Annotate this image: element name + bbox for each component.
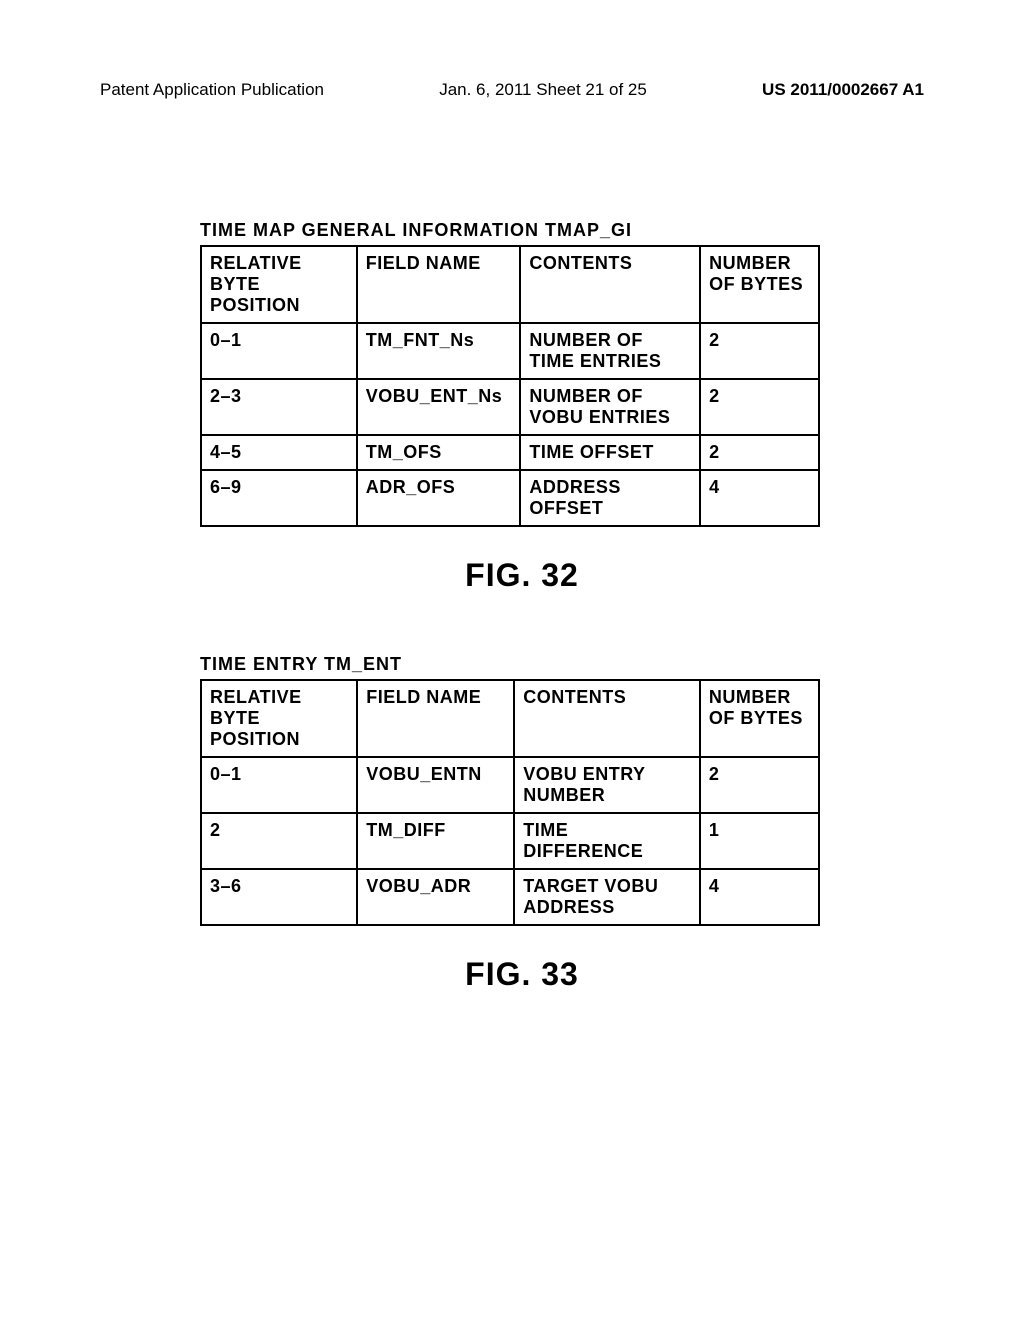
- col-header-contents: CONTENTS: [520, 246, 700, 323]
- header-publication: Patent Application Publication: [100, 80, 324, 100]
- col-header-bytes: NUMBER OF BYTES: [700, 680, 819, 757]
- table2-title: TIME ENTRY TM_ENT: [200, 654, 844, 675]
- cell-fieldname: TM_OFS: [357, 435, 521, 470]
- table-header-row: RELATIVE BYTE POSITION FIELD NAME CONTEN…: [201, 680, 819, 757]
- table-row: 6–9 ADR_OFS ADDRESS OFFSET 4: [201, 470, 819, 526]
- cell-bytes: 2: [700, 435, 819, 470]
- cell-bytes: 2: [700, 379, 819, 435]
- page-header: Patent Application Publication Jan. 6, 2…: [100, 80, 924, 100]
- header-patent-number: US 2011/0002667 A1: [762, 80, 924, 100]
- cell-contents: ADDRESS OFFSET: [520, 470, 700, 526]
- table-row: 2–3 VOBU_ENT_Ns NUMBER OF VOBU ENTRIES 2: [201, 379, 819, 435]
- table-row: 0–1 TM_FNT_Ns NUMBER OF TIME ENTRIES 2: [201, 323, 819, 379]
- table-row: 3–6 VOBU_ADR TARGET VOBU ADDRESS 4: [201, 869, 819, 925]
- cell-fieldname: VOBU_ADR: [357, 869, 514, 925]
- col-header-position: RELATIVE BYTE POSITION: [201, 246, 357, 323]
- cell-contents: NUMBER OF VOBU ENTRIES: [520, 379, 700, 435]
- table-tm-ent: RELATIVE BYTE POSITION FIELD NAME CONTEN…: [200, 679, 820, 926]
- cell-fieldname: VOBU_ENTN: [357, 757, 514, 813]
- cell-contents: VOBU ENTRY NUMBER: [514, 757, 700, 813]
- cell-position: 4–5: [201, 435, 357, 470]
- cell-fieldname: TM_DIFF: [357, 813, 514, 869]
- table1-title: TIME MAP GENERAL INFORMATION TMAP_GI: [200, 220, 844, 241]
- col-header-fieldname: FIELD NAME: [357, 680, 514, 757]
- cell-bytes: 1: [700, 813, 819, 869]
- cell-bytes: 2: [700, 757, 819, 813]
- col-header-fieldname: FIELD NAME: [357, 246, 521, 323]
- col-header-bytes: NUMBER OF BYTES: [700, 246, 819, 323]
- figure-32-label: FIG. 32: [200, 557, 844, 594]
- table-tmap-gi: RELATIVE BYTE POSITION FIELD NAME CONTEN…: [200, 245, 820, 527]
- cell-position: 6–9: [201, 470, 357, 526]
- cell-bytes: 4: [700, 869, 819, 925]
- table-row: 0–1 VOBU_ENTN VOBU ENTRY NUMBER 2: [201, 757, 819, 813]
- col-header-position: RELATIVE BYTE POSITION: [201, 680, 357, 757]
- figure-33-label: FIG. 33: [200, 956, 844, 993]
- cell-contents: NUMBER OF TIME ENTRIES: [520, 323, 700, 379]
- table-header-row: RELATIVE BYTE POSITION FIELD NAME CONTEN…: [201, 246, 819, 323]
- table-row: 4–5 TM_OFS TIME OFFSET 2: [201, 435, 819, 470]
- cell-position: 2: [201, 813, 357, 869]
- col-header-contents: CONTENTS: [514, 680, 700, 757]
- table-row: 2 TM_DIFF TIME DIFFERENCE 1: [201, 813, 819, 869]
- cell-position: 0–1: [201, 323, 357, 379]
- cell-fieldname: VOBU_ENT_Ns: [357, 379, 521, 435]
- cell-fieldname: ADR_OFS: [357, 470, 521, 526]
- cell-position: 0–1: [201, 757, 357, 813]
- cell-bytes: 2: [700, 323, 819, 379]
- cell-position: 2–3: [201, 379, 357, 435]
- cell-fieldname: TM_FNT_Ns: [357, 323, 521, 379]
- cell-contents: TARGET VOBU ADDRESS: [514, 869, 700, 925]
- cell-contents: TIME DIFFERENCE: [514, 813, 700, 869]
- header-date-sheet: Jan. 6, 2011 Sheet 21 of 25: [439, 80, 647, 100]
- cell-contents: TIME OFFSET: [520, 435, 700, 470]
- cell-position: 3–6: [201, 869, 357, 925]
- cell-bytes: 4: [700, 470, 819, 526]
